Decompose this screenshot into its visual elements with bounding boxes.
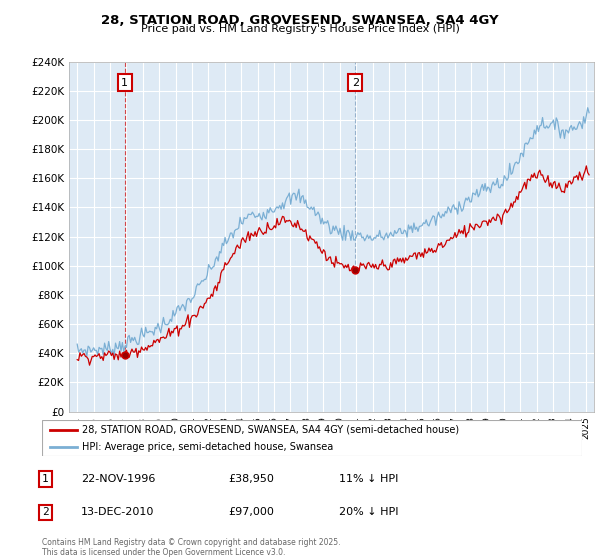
Text: 1: 1 xyxy=(121,78,128,87)
Text: 2: 2 xyxy=(42,507,49,517)
Text: 22-NOV-1996: 22-NOV-1996 xyxy=(81,474,155,484)
Text: Price paid vs. HM Land Registry's House Price Index (HPI): Price paid vs. HM Land Registry's House … xyxy=(140,24,460,34)
Text: Contains HM Land Registry data © Crown copyright and database right 2025.
This d: Contains HM Land Registry data © Crown c… xyxy=(42,538,341,557)
Text: HPI: Average price, semi-detached house, Swansea: HPI: Average price, semi-detached house,… xyxy=(83,442,334,452)
Text: 13-DEC-2010: 13-DEC-2010 xyxy=(81,507,154,517)
Text: 1: 1 xyxy=(42,474,49,484)
Text: 28, STATION ROAD, GROVESEND, SWANSEA, SA4 4GY: 28, STATION ROAD, GROVESEND, SWANSEA, SA… xyxy=(101,14,499,27)
Text: 11% ↓ HPI: 11% ↓ HPI xyxy=(339,474,398,484)
Text: £38,950: £38,950 xyxy=(228,474,274,484)
Text: £97,000: £97,000 xyxy=(228,507,274,517)
FancyBboxPatch shape xyxy=(42,420,582,456)
Text: 28, STATION ROAD, GROVESEND, SWANSEA, SA4 4GY (semi-detached house): 28, STATION ROAD, GROVESEND, SWANSEA, SA… xyxy=(83,425,460,435)
Text: 20% ↓ HPI: 20% ↓ HPI xyxy=(339,507,398,517)
Text: 2: 2 xyxy=(352,78,359,87)
